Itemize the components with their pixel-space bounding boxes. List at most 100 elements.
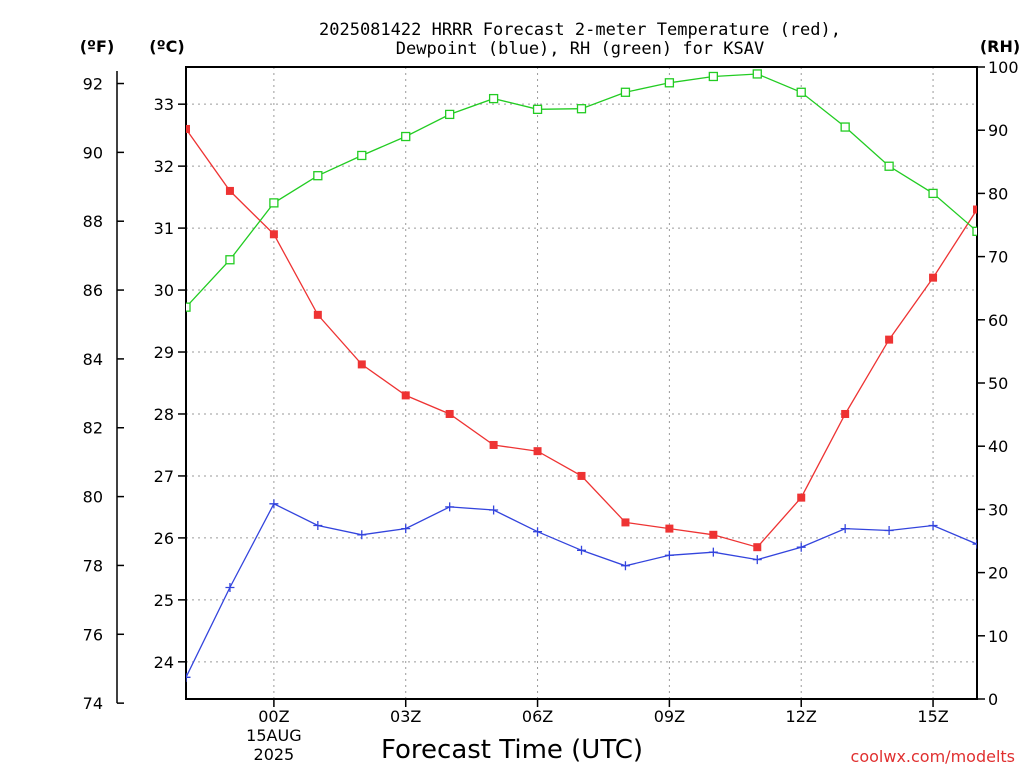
rh-point xyxy=(752,69,762,79)
celsius-tick-label: 32 xyxy=(154,157,174,176)
rh-tick-label: 60 xyxy=(988,311,1008,330)
series-layer xyxy=(186,69,977,682)
celsius-tick-label: 24 xyxy=(154,653,174,672)
temperature-point xyxy=(401,391,410,400)
fahrenheit-tick-label: 78 xyxy=(83,556,103,575)
rh-tick-label: 40 xyxy=(988,437,1008,456)
celsius-tick-label: 29 xyxy=(154,343,174,362)
rh-point xyxy=(186,302,191,312)
temperature-point xyxy=(186,124,190,133)
dewpoint-point xyxy=(664,550,674,560)
fahrenheit-tick-label: 82 xyxy=(83,419,103,438)
temperature-point xyxy=(313,310,322,319)
rh-unit-label: (RH) xyxy=(980,37,1020,56)
chart-title-line2: Dewpoint (blue), RH (green) for KSAV xyxy=(396,39,764,59)
dewpoint-point xyxy=(357,530,367,540)
dewpoint-point xyxy=(840,524,850,534)
temperature-point xyxy=(973,205,977,214)
rh-point xyxy=(401,131,411,142)
temperature-point xyxy=(621,518,630,527)
dewpoint-point xyxy=(620,561,630,571)
rh-point xyxy=(708,71,718,82)
rh-tick-label: 0 xyxy=(988,690,998,709)
x-tick-label: 00Z xyxy=(258,707,289,726)
dewpoint-point xyxy=(928,521,938,531)
temperature-point xyxy=(225,186,234,195)
rh-point xyxy=(620,87,631,97)
rh-point xyxy=(928,188,938,199)
chart-title-line1: 2025081422 HRRR Forecast 2-meter Tempera… xyxy=(319,20,841,40)
rh-point xyxy=(576,104,587,114)
credit-label: coolwx.com/modelts xyxy=(851,747,1015,766)
temperature-point xyxy=(533,447,542,456)
temperature-point xyxy=(753,543,762,552)
celsius-tick-label: 28 xyxy=(154,405,174,424)
dewpoint-point xyxy=(401,524,411,534)
temperature-line xyxy=(186,128,977,548)
x-axis-label: Forecast Time (UTC) xyxy=(381,735,643,765)
fahrenheit-tick-label: 88 xyxy=(83,212,103,231)
x-tick-label: 15Z xyxy=(917,707,948,726)
rh-tick-label: 70 xyxy=(988,248,1008,267)
rh-tick-label: 20 xyxy=(988,564,1008,583)
dewpoint-point xyxy=(445,502,455,512)
dewpoint-point xyxy=(708,547,718,557)
x-tick-label: 09Z xyxy=(654,707,685,726)
rh-point xyxy=(796,87,806,97)
rh-point xyxy=(357,150,367,161)
temperature-point xyxy=(885,335,894,344)
celsius-tick-label: 27 xyxy=(154,467,174,486)
temperature-point xyxy=(797,493,806,502)
rh-point xyxy=(664,78,675,88)
fahrenheit-tick-label: 86 xyxy=(83,281,103,300)
fahrenheit-tick-label: 76 xyxy=(83,625,103,644)
fahrenheit-tick-label: 74 xyxy=(83,694,103,713)
temperature-point xyxy=(445,409,454,418)
fahrenheit-unit-label: (ºF) xyxy=(80,37,115,56)
rh-point xyxy=(225,255,235,265)
plot-frame xyxy=(185,66,978,700)
rh-tick-label: 10 xyxy=(988,627,1008,646)
dewpoint-line xyxy=(186,502,977,678)
dewpoint-point xyxy=(269,499,279,509)
temperature-point xyxy=(489,440,498,449)
fahrenheit-tick-label: 80 xyxy=(83,488,103,507)
rh-point xyxy=(445,109,455,120)
dewpoint-point xyxy=(577,545,586,555)
dewpoint-point xyxy=(186,672,191,682)
temperature-point xyxy=(269,230,278,239)
x-tick-label: 12Z xyxy=(786,707,817,726)
temperature-point xyxy=(709,530,718,539)
temperature-point xyxy=(357,360,366,369)
temperature-point xyxy=(665,524,674,533)
celsius-tick-label: 26 xyxy=(154,529,174,548)
rh-tick-label: 80 xyxy=(988,184,1008,203)
dewpoint-point xyxy=(225,582,235,592)
rh-point xyxy=(972,226,977,236)
axes-layer: 74 76 78 80 82 84 86 88 90 92 24 25 26 27 28 29 30 31 32 33… xyxy=(83,58,1019,764)
rh-tick-label: 50 xyxy=(988,374,1008,393)
dewpoint-point xyxy=(796,542,806,552)
dewpoint-point xyxy=(489,505,499,515)
x-tick-label: 03Z xyxy=(390,707,421,726)
dewpoint-point xyxy=(884,525,894,535)
celsius-tick-label: 25 xyxy=(154,591,174,610)
dewpoint-point xyxy=(533,527,543,537)
rh-tick-label: 100 xyxy=(988,58,1019,77)
celsius-unit-label: (ºC) xyxy=(149,37,184,56)
rh-point xyxy=(488,93,499,104)
temperature-point xyxy=(841,409,850,418)
x-tick-label: 06Z xyxy=(522,707,553,726)
series-group xyxy=(186,69,977,682)
rh-point xyxy=(269,198,279,208)
rh-tick-label: 90 xyxy=(988,121,1008,140)
dewpoint-point xyxy=(752,555,762,565)
temperature-point xyxy=(929,273,938,282)
dewpoint-point xyxy=(972,539,977,549)
celsius-tick-label: 30 xyxy=(154,281,174,300)
rh-point xyxy=(840,122,850,132)
grid-layer xyxy=(186,67,977,699)
x-tick-date-label: 15AUG xyxy=(246,726,301,745)
temperature-point xyxy=(577,471,586,480)
